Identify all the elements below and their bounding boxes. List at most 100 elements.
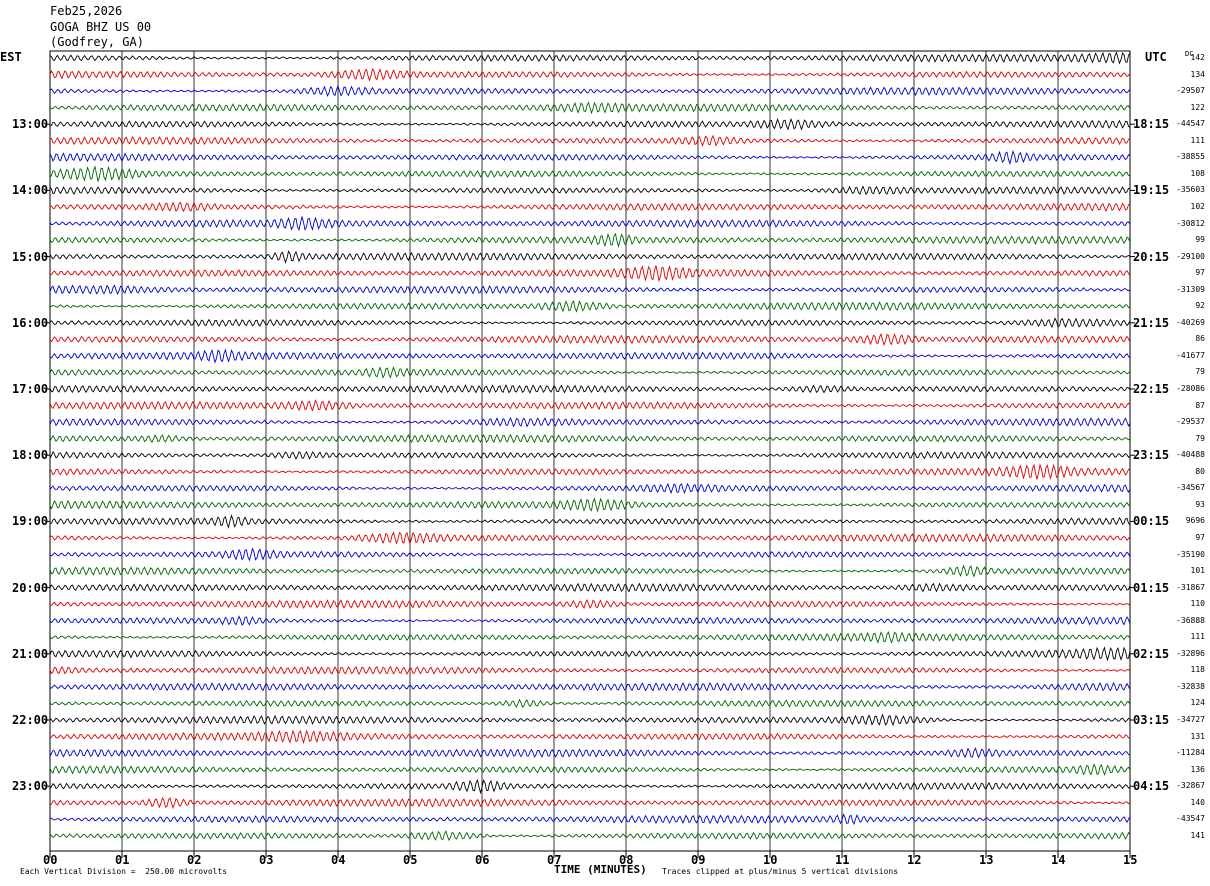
right-timezone-label: UTC	[1145, 50, 1167, 64]
seismic-trace	[49, 284, 1131, 295]
dc-offset-label: -44547	[1176, 119, 1205, 129]
seismic-trace	[49, 433, 1131, 444]
dc-offset-label: 122	[1190, 102, 1205, 112]
dc-offset-label: 99	[1195, 235, 1205, 245]
seismic-trace	[49, 796, 1131, 810]
seismic-trace	[49, 134, 1131, 147]
dc-offset-label: -34727	[1176, 715, 1205, 724]
seismic-trace	[49, 763, 1131, 776]
dc-offset-label: 140	[1190, 797, 1205, 807]
dc-offset-label: 9696	[1185, 516, 1205, 526]
seismic-trace	[49, 417, 1131, 428]
dc-offset-label: -31867	[1176, 582, 1205, 592]
left-hour-label: 15:00	[12, 249, 49, 264]
right-hour-label: 23:15	[1133, 448, 1170, 463]
dc-offset-label: 97	[1195, 532, 1205, 542]
seismic-trace	[49, 681, 1131, 692]
dc-offset-label: -36888	[1176, 615, 1205, 625]
station-header: Feb25,2026 GOGA BHZ US 00 (Godfrey, GA)	[50, 4, 151, 51]
dc-offset-label: -32867	[1176, 781, 1205, 791]
seismic-trace	[49, 450, 1131, 460]
right-hour-label: 22:15	[1133, 382, 1170, 396]
dc-offset-label: -11284	[1176, 748, 1205, 758]
left-hour-label: 23:00	[12, 779, 49, 794]
seismic-trace	[49, 482, 1131, 495]
x-tick-label: 15	[1123, 853, 1138, 867]
x-tick-label: 08	[619, 853, 634, 867]
right-hour-label: 20:15	[1133, 249, 1170, 264]
dc-label: DC	[1185, 50, 1194, 58]
x-tick-label: 07	[547, 853, 562, 867]
x-tick-label: 05	[403, 853, 418, 867]
seismic-trace	[49, 747, 1131, 759]
right-hour-label: 19:15	[1133, 183, 1170, 198]
x-tick-label: 12	[907, 853, 922, 867]
seismic-trace	[49, 813, 1131, 826]
dc-offset-label: 110	[1190, 599, 1205, 609]
seismic-trace	[49, 830, 1131, 842]
dc-offset-label: 87	[1195, 400, 1205, 410]
dc-offset-label: 92	[1195, 301, 1205, 311]
seismic-trace	[49, 84, 1131, 98]
x-tick-label: 10	[763, 853, 778, 867]
seismic-trace	[49, 185, 1131, 196]
seismic-trace	[49, 547, 1131, 562]
dc-offset-label: 131	[1190, 731, 1205, 741]
dc-offset-label: -29537	[1176, 417, 1205, 427]
right-hour-label: 03:15	[1133, 713, 1170, 727]
seismic-trace	[49, 698, 1131, 709]
seismic-trace	[49, 101, 1131, 115]
dc-offset-label: -28086	[1176, 384, 1205, 393]
station-label: GOGA BHZ US 00	[50, 19, 152, 34]
seismic-trace	[49, 299, 1131, 313]
right-hour-label: 00:15	[1133, 514, 1170, 529]
seismic-trace	[49, 631, 1131, 644]
x-tick-label: 02	[187, 853, 202, 867]
seismic-trace	[49, 463, 1131, 481]
dc-offset-label: 108	[1190, 168, 1205, 178]
dc-offset-label: -29100	[1176, 251, 1205, 261]
dc-offset-label: 97	[1195, 268, 1205, 278]
seismic-trace	[49, 615, 1131, 626]
right-hour-label: 01:15	[1133, 580, 1170, 595]
seismic-trace	[49, 51, 1131, 65]
seismic-trace	[49, 564, 1131, 578]
dc-offset-label: -38855	[1176, 152, 1205, 162]
seismic-trace	[49, 232, 1131, 249]
dc-offset-label: 136	[1190, 764, 1205, 774]
dc-offset-label: 79	[1195, 367, 1205, 377]
seismic-trace	[49, 332, 1131, 347]
x-tick-label: 09	[691, 853, 706, 867]
right-hour-label: 18:15	[1133, 117, 1170, 132]
dc-offset-label: -29507	[1176, 86, 1205, 96]
dc-offset-label: 80	[1195, 466, 1205, 476]
dc-offset-label: 124	[1190, 698, 1205, 708]
left-hour-label: 22:00	[12, 713, 49, 727]
right-hour-label: 21:15	[1133, 315, 1170, 330]
dc-offset-label: 101	[1190, 566, 1205, 576]
seismic-trace	[49, 729, 1131, 745]
seismic-trace	[49, 582, 1131, 593]
seismic-trace	[49, 216, 1131, 232]
seismic-trace	[49, 646, 1131, 662]
seismic-trace	[49, 713, 1131, 727]
seismic-trace	[49, 348, 1131, 364]
left-hour-label: 16:00	[12, 315, 49, 330]
x-tick-label: 11	[835, 853, 850, 867]
dc-offset-label: -32896	[1176, 648, 1205, 658]
right-hour-label: 02:15	[1133, 646, 1170, 661]
left-timezone-label: EST	[0, 50, 22, 64]
left-hour-label: 17:00	[12, 382, 49, 396]
dc-offset-label: -41677	[1176, 350, 1205, 360]
seismic-trace	[49, 531, 1131, 546]
x-tick-label: 03	[259, 853, 274, 867]
left-hour-label: 19:00	[12, 514, 49, 529]
x-tick-label: 01	[115, 853, 130, 867]
dc-offset-label: 86	[1195, 334, 1205, 344]
dc-offset-label: -40269	[1176, 317, 1205, 327]
x-axis-title: TIME (MINUTES)	[554, 863, 647, 876]
vertical-division-note: Each Vertical Division = 250.00 microvol…	[20, 867, 228, 876]
left-hour-label: 18:00	[12, 448, 49, 463]
plot-frame	[49, 50, 1131, 852]
